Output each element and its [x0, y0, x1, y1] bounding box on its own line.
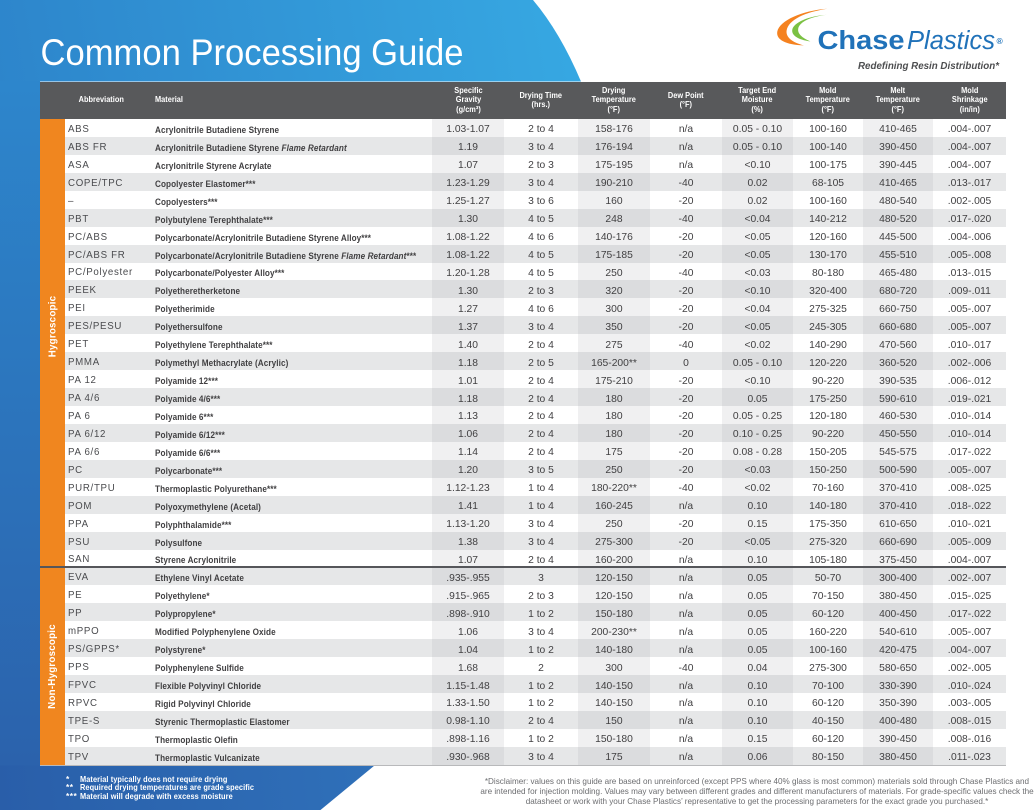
svg-text:Plastics: Plastics: [907, 27, 995, 55]
svg-text:Chase: Chase: [818, 27, 905, 55]
svg-text:®: ®: [997, 36, 1004, 46]
svg-text:Redefining Resin Distribution*: Redefining Resin Distribution*: [858, 61, 1000, 72]
svg-text:Common Processing Guide: Common Processing Guide: [41, 31, 464, 73]
